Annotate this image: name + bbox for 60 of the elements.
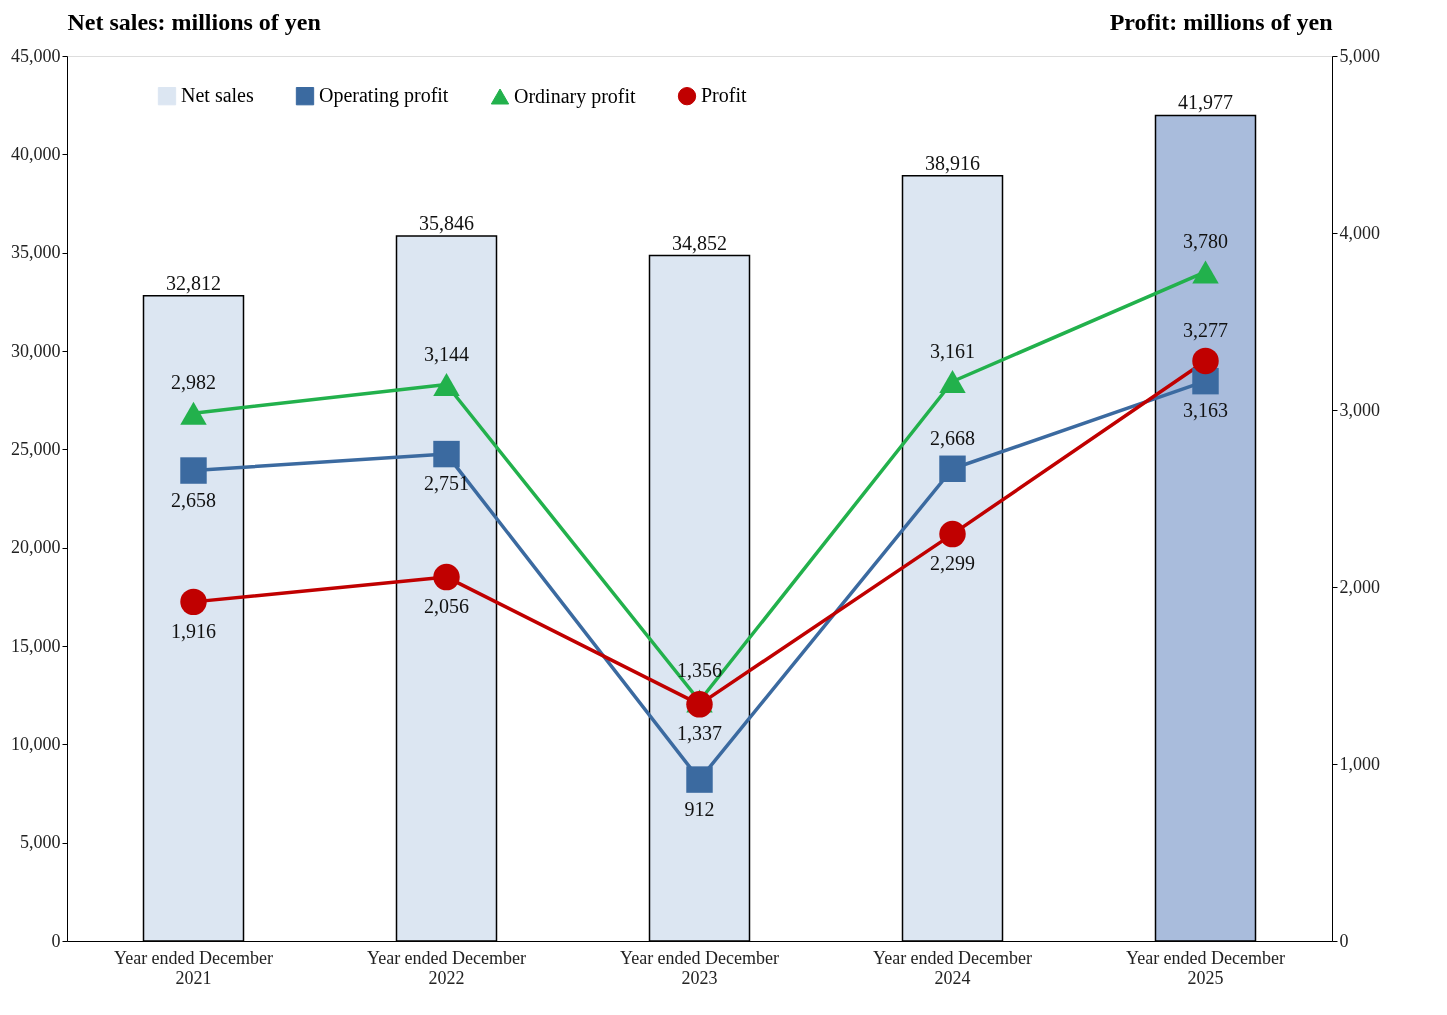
legend-label: Ordinary profit: [514, 84, 637, 108]
y-tick-label: 35,000: [11, 242, 61, 263]
point: [686, 691, 713, 718]
y-tick-label: 10,000: [11, 733, 61, 754]
point: [939, 370, 966, 393]
point: [939, 520, 966, 548]
point: [1192, 347, 1219, 375]
y2-tick-label: 3,000: [1339, 399, 1380, 420]
data-label: 35,846: [419, 212, 474, 235]
y2-tick-label: 5,000: [1339, 45, 1380, 66]
x-tick-label: Year ended December 2022: [366, 947, 527, 988]
data-label: 912: [684, 797, 715, 820]
y2-tick-label: 1,000: [1339, 753, 1380, 774]
y2-axis-title: Profit: millions of yen: [1109, 8, 1333, 35]
y-tick-label: 25,000: [11, 438, 61, 459]
x-tick-label: Year ended December 2024: [872, 947, 1033, 988]
legend-label: Operating profit: [319, 84, 449, 108]
data-label: 2,982: [171, 371, 216, 394]
data-label: 34,852: [672, 231, 727, 254]
point: [686, 766, 713, 793]
point: [180, 457, 207, 484]
legend-label: Profit: [701, 84, 747, 107]
data-label: 2,751: [424, 472, 469, 495]
y-tick-label: 5,000: [20, 832, 61, 853]
y-tick-label: 40,000: [11, 143, 61, 164]
point: [433, 373, 460, 396]
data-label: 1,356: [677, 658, 722, 681]
y-tick-label: 45,000: [11, 45, 61, 66]
x-tick-label: Year ended December 2023: [619, 947, 780, 988]
data-label: 1,916: [171, 619, 216, 642]
data-label: 3,161: [930, 339, 975, 362]
y2-tick-label: 0: [1339, 930, 1349, 951]
y2-tick-label: 2,000: [1339, 576, 1380, 597]
y-tick-label: 20,000: [11, 537, 61, 558]
data-label: 32,812: [166, 271, 221, 294]
point: [433, 440, 460, 468]
legend-label: Net sales: [181, 84, 254, 107]
data-label: 1,337: [677, 722, 722, 745]
data-label: 2,056: [424, 595, 469, 618]
point: [939, 455, 966, 482]
x-tick-label: Year ended December 2025: [1125, 947, 1286, 988]
data-label: 3,144: [424, 342, 469, 365]
point: [180, 588, 207, 616]
data-label: 3,163: [1183, 399, 1228, 422]
data-label: 2,299: [930, 552, 975, 575]
y2-tick-label: 4,000: [1339, 222, 1380, 243]
data-label: 2,668: [930, 426, 975, 449]
data-label: 3,277: [1183, 318, 1228, 341]
point: [1192, 260, 1219, 284]
y-axis-title: Net sales: millions of yen: [67, 8, 321, 35]
data-label: 38,916: [925, 151, 980, 174]
y-tick-label: 15,000: [11, 635, 61, 656]
data-label: 41,977: [1178, 91, 1233, 114]
x-tick-label: Year ended December 2021: [113, 947, 274, 988]
point: [433, 563, 460, 591]
data-label: 2,658: [171, 488, 216, 511]
data-label: 3,780: [1183, 229, 1228, 252]
y-tick-label: 30,000: [11, 340, 61, 361]
point: [180, 401, 207, 425]
y-tick-label: 0: [51, 930, 61, 951]
